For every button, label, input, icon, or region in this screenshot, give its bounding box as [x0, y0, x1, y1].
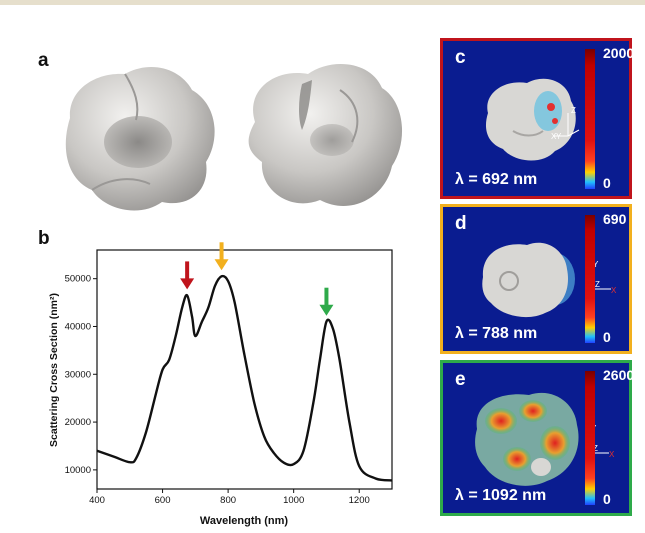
wavelength-label-c: λ = 692 nm — [455, 171, 538, 188]
axis-label-c-2: X — [551, 132, 557, 141]
nanoparticle-renderings — [65, 63, 403, 211]
axis-label-d-3: X — [611, 286, 617, 295]
axis-label-d-2: Z — [595, 280, 600, 289]
panel-b-label: b — [38, 228, 50, 249]
field-map-panel-e: e Y Z X λ = 1092 nm 2600 0 — [440, 360, 635, 516]
panel-d-label: d — [455, 213, 467, 234]
particle-field-map-c: Z X Y — [485, 78, 580, 161]
particle-field-map-d: Y Z X — [482, 242, 617, 318]
x-tick-label: 1000 — [283, 495, 304, 506]
axis-label-e-2: Z — [593, 444, 598, 453]
colorbar-max-c: 2000 — [603, 45, 635, 61]
axis-label-d-1: Y — [593, 260, 599, 269]
peak-arrow-1 — [180, 261, 195, 290]
panel-c-label: c — [455, 47, 466, 68]
field-map-panel-c: c Z X Y λ = 692 nm 2000 0 — [440, 38, 635, 199]
peak-arrow-3 — [319, 287, 334, 316]
colorbar-c — [585, 49, 595, 189]
x-axis-label: Wavelength (nm) — [200, 515, 289, 527]
colorbar-min-d: 0 — [603, 329, 611, 345]
x-tick-label: 800 — [220, 495, 236, 506]
wavelength-label-e: λ = 1092 nm — [455, 487, 547, 504]
spectrum-line — [96, 274, 393, 482]
y-tick-label: 30000 — [65, 369, 91, 380]
y-tick-label: 10000 — [65, 465, 91, 476]
y-axis-label: Scattering Cross Section (nm²) — [48, 293, 60, 447]
axis-label-c-3: Y — [556, 132, 562, 141]
colorbar-max-d: 690 — [603, 211, 627, 227]
field-map-panel-d: d Y Z X λ = 788 nm 690 0 — [440, 204, 632, 354]
colorbar-d — [585, 215, 595, 343]
colorbar-max-e: 2600 — [603, 367, 635, 383]
y-tick-label: 50000 — [65, 274, 91, 285]
spectrum-chart-svg: 400 600 800 1000 1200 10000 20000 30000 40000 50… — [48, 242, 393, 527]
panel-e-label: e — [455, 369, 466, 390]
axis-label-c-1: Z — [571, 106, 576, 115]
colorbar-min-e: 0 — [603, 491, 611, 507]
x-tick-label: 400 — [89, 495, 105, 506]
y-tick-label: 40000 — [65, 321, 91, 332]
wavelength-label-d: λ = 788 nm — [455, 325, 538, 342]
y-tick-label: 20000 — [65, 417, 91, 428]
particle-field-map-e: Y Z X — [475, 392, 615, 486]
spectrum-chart: 400 600 800 1000 1200 10000 20000 30000 40000 50… — [0, 232, 420, 528]
x-tick-label: 1200 — [349, 495, 370, 506]
panel-a-renderings — [40, 50, 435, 220]
colorbar-min-c: 0 — [603, 175, 611, 191]
colorbar-e — [585, 371, 595, 505]
axis-triad-c — [553, 113, 580, 137]
axis-label-e-3: X — [609, 450, 615, 459]
peak-arrow-2 — [214, 242, 229, 271]
particle-right-view — [248, 63, 403, 206]
x-tick-label: 600 — [155, 495, 171, 506]
plot-frame — [96, 249, 393, 490]
particle-left-view — [65, 67, 215, 211]
top-divider-bar — [0, 0, 645, 5]
panel-a-label: a — [38, 50, 49, 71]
